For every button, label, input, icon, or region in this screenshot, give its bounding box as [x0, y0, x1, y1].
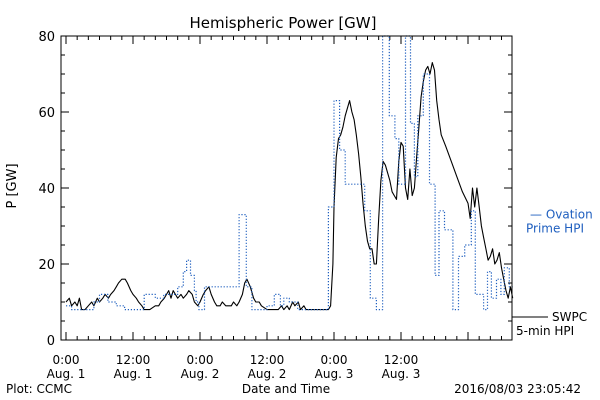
x-tick-label-date: Aug. 2: [248, 367, 287, 381]
plot-frame: [60, 35, 513, 341]
x-tick-label-time: 12:00: [116, 353, 151, 367]
x-tick-label-date: Aug. 1: [47, 367, 86, 381]
x-tick-label-date: Aug. 3: [315, 367, 354, 381]
y-tick-label: 40: [38, 182, 55, 197]
y-tick-label: 0: [47, 334, 55, 349]
legend-label-swpc-line2: 5-min HPI: [516, 324, 574, 338]
x-axis-label: Date and Time: [242, 382, 330, 396]
y-axis-label: P [GW]: [5, 163, 20, 208]
series-line-ovation-prime-hpi: [66, 35, 513, 311]
legend-label-ovation-line1: — Ovation: [530, 208, 593, 222]
x-tick-label-date: Aug. 3: [382, 367, 421, 381]
x-tick-label-time: 12:00: [250, 353, 285, 367]
y-tick-label: 60: [38, 106, 55, 121]
y-tick-label: 80: [38, 30, 55, 45]
y-tick-label: 20: [38, 258, 55, 273]
x-tick-label-time: 0:00: [53, 353, 80, 367]
plot-timestamp: 2016/08/03 23:05:42: [454, 382, 581, 396]
series-layer: [65, 35, 514, 311]
chart-title: Hemispheric Power [GW]: [190, 14, 377, 32]
x-tick-label-time: 0:00: [187, 353, 214, 367]
x-tick-label-date: Aug. 1: [114, 367, 153, 381]
legend-label-swpc-line1: SWPC: [552, 310, 587, 324]
x-tick-label-time: 0:00: [321, 353, 348, 367]
plot-credit: Plot: CCMC: [6, 382, 72, 396]
x-tick-label-time: 12:00: [384, 353, 419, 367]
legend-label-ovation-line2: Prime HPI: [526, 222, 584, 236]
series-line-swpc-5-min-hpi: [65, 62, 514, 311]
x-tick-label-date: Aug. 2: [181, 367, 220, 381]
